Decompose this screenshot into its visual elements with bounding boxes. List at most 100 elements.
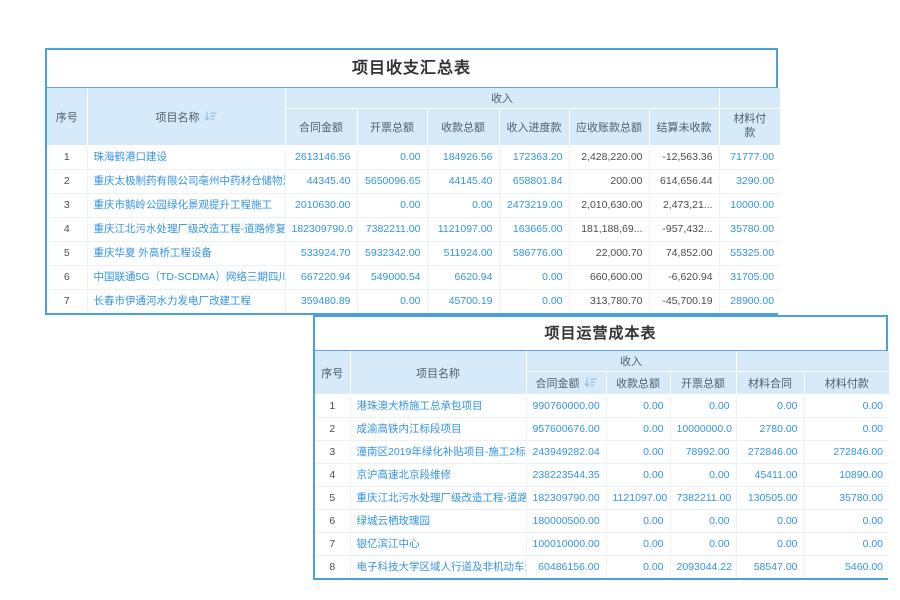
table-cell: 667220.94 [285, 265, 358, 290]
project-name-link[interactable]: 长春市伊通河水力发电厂改建工程 [87, 289, 286, 313]
project-name-link[interactable]: 潼南区2019年绿化补贴项目-施工2标段 [350, 440, 527, 464]
column-header-label: 开票总额 [681, 378, 725, 390]
sort-icon[interactable] [204, 111, 217, 122]
table-cell: 614,656.44 [649, 169, 720, 194]
column-header: 合同金额 [285, 108, 358, 146]
table-cell: 0.00 [357, 289, 428, 313]
table-cell: 5932342.00 [357, 241, 428, 266]
table-cell: 0.00 [670, 463, 737, 487]
table-cell: 0.00 [736, 509, 805, 533]
column-header: 材料合同 [736, 371, 805, 395]
table-row: 5重庆江北污水处理厂级改造工程-道路修复182309790.001121097.… [315, 486, 890, 510]
column-header-label: 材料合同 [748, 378, 793, 390]
column-header-label: 材料付款 [824, 378, 869, 390]
table-cell: 100010000.00 [526, 532, 607, 556]
table-cell: 6 [315, 509, 351, 533]
income-expense-summary-table: 项目收支汇总表 序号 项目名称 收入 合同金额 开票总额 收款总额 收入进度款 应收账款总额 结… [45, 48, 781, 315]
table-cell: 660,600.00 [569, 265, 650, 290]
column-header-label: 项目名称 [155, 111, 200, 124]
table-cell: 45700.19 [427, 289, 500, 313]
table-cell: 0.00 [499, 265, 570, 290]
table-row: 2 成渝高铁内江标段项目 957600676.00 0.00 10000000.0 278… [315, 417, 890, 441]
project-name-link[interactable]: 重庆江北污水处理厂级改造工程-道路修复工 [87, 217, 286, 242]
project-name-link[interactable]: 港珠澳大桥施工总承包项目 [350, 394, 527, 418]
table-cell: 2 [47, 169, 88, 194]
table-cell: 200.00 [569, 169, 650, 194]
header-group-row: 序号 项目名称 收入 [315, 351, 890, 395]
table-cell: 5 [47, 241, 88, 266]
table-cell: 2780.00 [736, 417, 805, 441]
column-header-label: 收款总额 [616, 378, 660, 390]
table-cell: 31705.00 [719, 265, 781, 290]
table-cell: 549000.54 [357, 265, 428, 290]
table-cell: 3290.00 [719, 169, 781, 194]
header-sub-row: 合同金额 收款总额 开票总额 材料合同 材料付款 [315, 371, 890, 395]
table-cell: 2093044.22 [670, 555, 737, 578]
table-cell: 0.00 [804, 532, 890, 556]
column-header: 序号 [315, 351, 351, 395]
table-cell: 78992.00 [670, 440, 737, 464]
table-cell: 2,473,21... [649, 193, 720, 218]
table-title: 项目运营成本表 [315, 317, 886, 351]
table-cell: 0.00 [670, 394, 737, 418]
table-cell: 0.00 [736, 532, 805, 556]
column-header-label: 项目名称 [416, 367, 460, 380]
table-cell: 4 [315, 463, 351, 487]
table-row: 4 京沪高速北京段维修 238223544.35 0.00 0.00 45411.00 10… [315, 463, 890, 487]
table-cell: 2,428,220.00 [569, 145, 650, 170]
table-row: 3 重庆市鹅岭公园绿化景观提升工程施工 2010630.00 0.00 0.00 2473… [47, 193, 781, 218]
column-header-label: 收入进度款 [506, 122, 562, 134]
table-cell: 3 [47, 193, 88, 218]
table-cell: 0.00 [606, 394, 671, 418]
table-cell: 0.00 [670, 532, 737, 556]
table-row: 6 中国联通5G（TD-SCDMA）网络三期四川工 667220.94 549000.… [47, 265, 781, 290]
header-group-row: 序号 项目名称 收入 [47, 88, 781, 146]
table-cell: 180000500.00 [526, 509, 607, 533]
column-header[interactable]: 项目名称 [87, 88, 286, 146]
data-table: 序号 项目名称 收入 合同金额 收款总额 开票总额 材料合同 材料付款 1 港珠澳大桥施工总承包… [315, 351, 890, 578]
table-cell: 0.00 [670, 509, 737, 533]
project-name-link[interactable]: 重庆市鹅岭公园绿化景观提升工程施工 [87, 193, 286, 218]
table-cell: 8 [315, 555, 351, 578]
table-cell: 35780.00 [804, 486, 890, 510]
column-header: 序号 [47, 88, 88, 146]
column-header[interactable]: 合同金额 [526, 371, 607, 395]
column-group-header-empty [719, 88, 781, 109]
table-cell: 1 [47, 145, 88, 170]
table-cell: 0.00 [804, 417, 890, 441]
project-name-link[interactable]: 中国联通5G（TD-SCDMA）网络三期四川工 [87, 265, 286, 290]
table-cell: 130505.00 [736, 486, 805, 510]
project-name-link[interactable]: 银亿滨江中心 [350, 532, 527, 556]
column-header-label: 结算未收款 [656, 122, 712, 134]
table-cell: 0.00 [606, 555, 671, 578]
table-cell: 2010630.00 [285, 193, 358, 218]
table-cell: 272846.00 [804, 440, 890, 464]
column-header-label: 应收账款总额 [576, 122, 642, 134]
table-cell: 28900.00 [719, 289, 781, 313]
table-cell: 313,780.70 [569, 289, 650, 313]
project-name-link[interactable]: 京沪高速北京段维修 [350, 463, 527, 487]
column-header-label: 开票总额 [370, 122, 414, 134]
project-name-link[interactable]: 绿城云栖玫瑰园 [350, 509, 527, 533]
project-name-link[interactable]: 珠海鹤港口建设 [87, 145, 286, 170]
table-row: 1 港珠澳大桥施工总承包项目 990760000.00 0.00 0.00 0.00 0.0… [315, 394, 890, 418]
table-row: 1 珠海鹤港口建设 2613146.56 0.00 184926.56 172363.20… [47, 145, 781, 170]
column-header: 材料付款 [804, 371, 890, 395]
column-header-label: 合同金额 [299, 122, 343, 134]
table-cell: 272846.00 [736, 440, 805, 464]
table-row: 7 银亿滨江中心 100010000.00 0.00 0.00 0.00 0.00 [315, 532, 890, 556]
project-name-link[interactable]: 成渝高铁内江标段项目 [350, 417, 527, 441]
table-cell: 658801.84 [499, 169, 570, 194]
table-cell: 181,188,69... [569, 217, 650, 242]
column-header-label: 序号 [55, 111, 78, 124]
header-sub-row: 合同金额 开票总额 收款总额 收入进度款 应收账款总额 结算未收款 材料付款 [47, 108, 781, 146]
project-name-link[interactable]: 重庆江北污水处理厂级改造工程-道路修复 [350, 486, 527, 510]
data-table: 序号 项目名称 收入 合同金额 开票总额 收款总额 收入进度款 应收账款总额 结算未收款 材料付款… [47, 88, 781, 313]
project-name-link[interactable]: 重庆华夏 外高桥工程设备 [87, 241, 286, 266]
project-name-link[interactable]: 重庆太极制药有限公司亳州中药材仓储物流 [87, 169, 286, 194]
project-name-link[interactable]: 电子科技大学区域人行道及非机动车道工 [350, 555, 527, 578]
sort-icon[interactable] [584, 377, 597, 388]
table-cell: 0.00 [606, 532, 671, 556]
table-cell: 35780.00 [719, 217, 781, 242]
table-cell: -6,620.94 [649, 265, 720, 290]
